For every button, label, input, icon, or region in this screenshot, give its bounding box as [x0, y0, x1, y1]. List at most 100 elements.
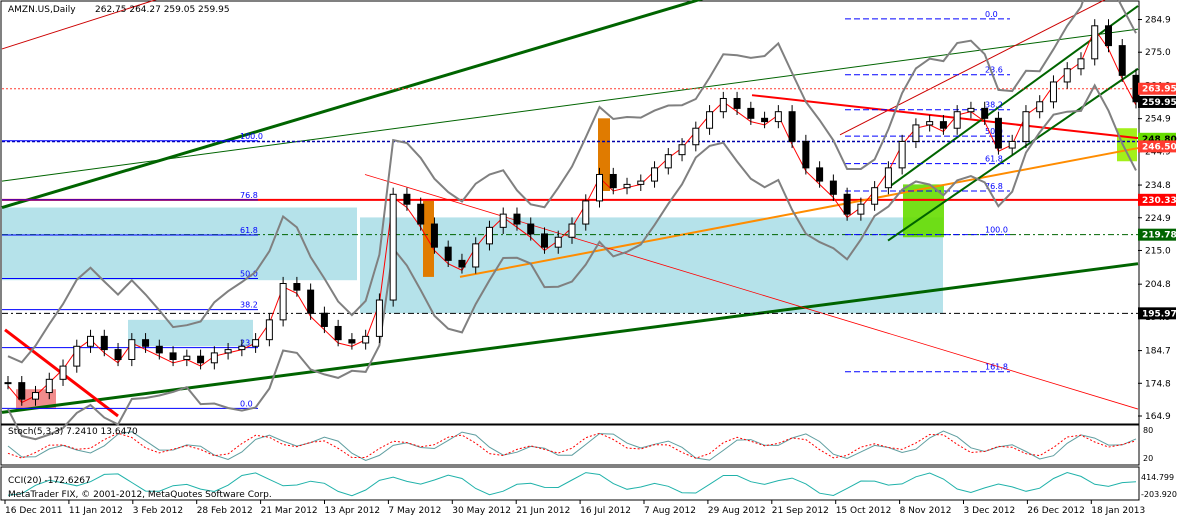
cci-tick: 414.799 — [1141, 473, 1174, 482]
fib-right-label: 76.8 — [985, 182, 1003, 191]
downtrend-red-long — [364, 174, 1139, 410]
y-tick-label: 204.8 — [1145, 280, 1171, 290]
x-tick-label: 3 Dec 2012 — [964, 506, 1016, 516]
candle-body — [568, 223, 576, 238]
candle-body — [843, 193, 851, 215]
ohlc-values: 262.75 264.27 259.05 259.95 — [95, 5, 230, 15]
price-marker — [1138, 82, 1176, 95]
y-tick-label: 215.0 — [1145, 246, 1171, 256]
candle-body — [307, 289, 315, 314]
candle-body — [362, 335, 370, 344]
bollinger-lower — [7, 83, 1137, 441]
x-tick-label: 30 May 2012 — [452, 506, 511, 516]
fib-left-label: 50.0 — [240, 270, 258, 279]
candle-body — [155, 345, 163, 354]
x-tick-label: 21 Sep 2012 — [772, 506, 829, 516]
fibonacci-levels: 100.0 76.8 61.8 50.0 38.2 23.6 0.0 0.0 23.6 38.2 5… — [2, 10, 1010, 409]
y-tick-label: 254.9 — [1145, 115, 1171, 125]
candle-body — [678, 144, 686, 156]
x-tick-label: 16 Jul 2012 — [580, 506, 631, 516]
demand-box-green — [903, 184, 944, 238]
price-marker-label: 219.78 — [1142, 231, 1177, 241]
y-tick-label: 184.7 — [1145, 347, 1171, 357]
x-tick-label: 16 Dec 2011 — [5, 506, 63, 516]
trend-lines — [1, 0, 1139, 418]
candle-body — [953, 111, 961, 129]
candle-body — [1063, 68, 1071, 83]
candle-body — [651, 167, 659, 182]
resistance-red-line — [751, 94, 1139, 140]
price-marker-label: 259.95 — [1142, 98, 1177, 108]
candle-body — [788, 111, 796, 142]
candle-body — [293, 283, 301, 291]
y-tick-label: 234.8 — [1145, 181, 1171, 191]
candles — [4, 19, 1140, 406]
candle-body — [210, 352, 218, 364]
bollinger-upper — [7, 0, 1137, 364]
candle-body — [981, 107, 989, 119]
price-marker-label: 263.95 — [1142, 85, 1177, 95]
y-tick-label: 174.8 — [1145, 379, 1171, 389]
candle-body — [334, 325, 342, 341]
y-tick-label: 275.0 — [1145, 48, 1171, 58]
candle-body — [252, 339, 260, 347]
candle-body — [224, 349, 232, 354]
fib-left-label: 38.2 — [240, 301, 258, 310]
support-zone-main — [360, 217, 943, 314]
target-box-green — [1117, 128, 1137, 162]
signal-bar-orange-2 — [598, 118, 610, 191]
candle-body — [582, 200, 590, 225]
trend-line-red-thin — [1, 0, 157, 50]
candle-body — [348, 339, 356, 344]
copyright: MetaTrader FIX, © 2001-2012, MetaQuotes … — [8, 490, 272, 500]
x-tick-label: 7 May 2012 — [388, 506, 441, 516]
candle-body — [609, 173, 617, 189]
candle-body — [1118, 45, 1126, 76]
x-tick-label: 21 Jun 2012 — [516, 506, 570, 516]
resistance-zone-left — [2, 207, 357, 281]
candle-body — [540, 233, 548, 248]
x-tick-label: 28 Feb 2012 — [197, 506, 253, 516]
candle-body — [472, 243, 480, 268]
rising-channel-lower — [887, 67, 1139, 242]
candle-body — [1077, 58, 1085, 70]
candle-body — [747, 107, 755, 119]
candle-body — [4, 382, 12, 385]
fib-left-label: 61.8 — [240, 226, 258, 235]
candle-body — [706, 111, 714, 129]
fib-right-label: 0.0 — [985, 10, 998, 19]
candle-body — [912, 124, 920, 142]
price-axis: 284.9275.0264.9254.9244.9234.8224.9215.0… — [1138, 16, 1177, 499]
price-marker — [1138, 193, 1176, 206]
candle-body — [403, 193, 411, 205]
candle-body — [1008, 140, 1016, 149]
stoch-signal-line — [7, 432, 1137, 459]
candle-body — [1104, 25, 1112, 47]
trend-channel-green-lower — [1, 262, 1139, 414]
candle-body — [857, 203, 865, 215]
price-marker — [1138, 140, 1176, 153]
main-pane-border — [0, 0, 1140, 425]
cci-tick: -203.920 — [1141, 490, 1177, 499]
y-tick-label: 164.9 — [1145, 412, 1171, 422]
signal-bar-orange — [423, 200, 434, 277]
fib-left-label: 76.8 — [240, 191, 258, 200]
candle-body — [761, 117, 769, 123]
indicator-lines — [7, 430, 1137, 497]
x-tick-label: 11 Jan 2012 — [69, 506, 123, 516]
candle-body — [884, 167, 892, 189]
candle-body — [114, 349, 122, 361]
fib-right-label: 161.8 — [985, 363, 1008, 372]
candle-body — [444, 246, 452, 261]
x-tick-label: 15 Oct 2012 — [836, 506, 892, 516]
candle-body — [197, 355, 205, 364]
candle-body — [485, 226, 493, 245]
candle-body — [994, 117, 1002, 149]
candle-body — [100, 335, 108, 351]
candle-body — [183, 355, 191, 361]
x-tick-label: 26 Dec 2012 — [1027, 506, 1085, 516]
candle-body — [596, 173, 604, 202]
candle-body — [18, 382, 26, 400]
